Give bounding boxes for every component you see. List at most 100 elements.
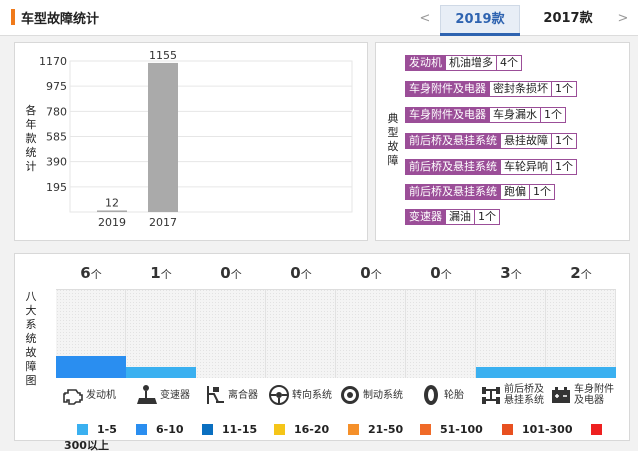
- legend-item: 51-100: [420, 423, 483, 436]
- fault-category: 车身附件及电器: [405, 107, 490, 123]
- fault-cell: [196, 289, 266, 378]
- fault-cell: [546, 289, 616, 378]
- brake-disc-icon: [339, 384, 361, 406]
- title-accent-bar: [11, 9, 15, 25]
- fault-issue: 机油增多: [446, 55, 497, 71]
- y-tick-label: 1170: [39, 55, 67, 68]
- system-column[interactable]: 1个: [126, 262, 196, 378]
- x-tick-label: 2019: [98, 216, 126, 229]
- chart-axis-label: 各年款统计: [25, 104, 37, 173]
- fault-item[interactable]: 车身附件及电器 车身漏水 1个: [405, 107, 566, 123]
- system-engine[interactable]: 发动机: [62, 381, 116, 409]
- system-label: 轮胎: [444, 389, 464, 401]
- legend-item: [591, 423, 602, 435]
- fault-category: 前后桥及悬挂系统: [405, 133, 501, 149]
- system-column[interactable]: 0个: [336, 262, 406, 378]
- grid-divider: [56, 289, 616, 290]
- legend-label: 101-300: [522, 422, 573, 436]
- steering-wheel-icon: [268, 384, 290, 406]
- system-column[interactable]: 2个: [546, 262, 616, 378]
- legend-label: 21-50: [368, 422, 404, 436]
- fault-count: 4个: [497, 55, 522, 71]
- legend-item: 6-10: [136, 423, 184, 436]
- legend-label: 300以上: [64, 439, 109, 451]
- fault-category: 前后桥及悬挂系统: [405, 184, 501, 200]
- legend-item: 21-50: [348, 422, 404, 436]
- next-year-button[interactable]: >: [617, 11, 629, 26]
- bar-value-label: 12: [105, 196, 119, 209]
- yearly-stats-panel: [14, 42, 368, 241]
- y-tick-label: 195: [46, 181, 67, 194]
- axle-icon: [480, 384, 502, 406]
- yearly-bar-chart: 195 390 585 780 975 1170 2019 2017 12 1155: [39, 49, 353, 229]
- fault-count: 0个: [220, 264, 242, 282]
- fault-issue: 悬挂故障: [501, 133, 552, 149]
- legend-item: 101-300: [502, 422, 573, 436]
- fault-count: 1个: [552, 133, 577, 149]
- legend-swatch: [136, 423, 147, 435]
- legend-swatch: [420, 423, 431, 435]
- y-tick-label: 585: [46, 131, 67, 144]
- system-faults-label: 八大系统故障图: [25, 290, 37, 387]
- engine-icon: [62, 384, 84, 406]
- fault-bar: [126, 367, 196, 378]
- system-transmission[interactable]: 变速器: [136, 381, 190, 409]
- y-tick-label: 780: [46, 105, 67, 118]
- legend-item: 16-20: [274, 422, 330, 436]
- system-label: 离合器: [228, 389, 258, 401]
- system-column[interactable]: 3个: [476, 262, 546, 378]
- y-tick-label: 975: [46, 80, 67, 93]
- fault-count: 0个: [430, 264, 452, 282]
- bar: [97, 210, 127, 212]
- fault-category: 车身附件及电器: [405, 81, 490, 97]
- fault-item[interactable]: 前后桥及悬挂系统 悬挂故障 1个: [405, 133, 577, 149]
- fault-issue: 密封条损坏: [490, 81, 552, 97]
- fault-bar: [56, 356, 126, 378]
- system-label: 车身附件及电器: [574, 384, 614, 406]
- y-tick-label: 390: [46, 156, 67, 169]
- fault-item[interactable]: 前后桥及悬挂系统 车轮异响 1个: [405, 159, 577, 175]
- system-column[interactable]: 0个: [266, 262, 336, 378]
- system-label: 发动机: [86, 389, 116, 401]
- tab-2019[interactable]: 2019款: [440, 5, 520, 36]
- typical-faults-label: 典型故障: [387, 112, 399, 167]
- legend-swatch: [77, 423, 88, 435]
- system-brake[interactable]: 制动系统: [339, 381, 403, 409]
- fault-count: 1个: [530, 184, 555, 200]
- fault-item[interactable]: 变速器 漏油 1个: [405, 209, 500, 225]
- system-label: 变速器: [160, 389, 190, 401]
- legend-label: 16-20: [294, 422, 330, 436]
- fault-bar: [546, 367, 616, 378]
- fault-bar: [476, 367, 546, 378]
- system-axle-suspension[interactable]: 前后桥及悬挂系统: [480, 381, 552, 409]
- prev-year-button[interactable]: <: [419, 11, 431, 26]
- tab-2017[interactable]: 2017款: [543, 11, 593, 26]
- fault-item[interactable]: 发动机 机油增多 4个: [405, 55, 522, 71]
- system-steering[interactable]: 转向系统: [268, 381, 332, 409]
- fault-cell: [336, 289, 406, 378]
- system-column[interactable]: 0个: [196, 262, 266, 378]
- legend-swatch: [348, 423, 359, 435]
- system-column[interactable]: 6个: [56, 262, 126, 378]
- fault-issue: 车轮异响: [501, 159, 552, 175]
- system-body-electrical[interactable]: 车身附件及电器: [550, 381, 622, 409]
- active-tab-underline: [440, 33, 520, 36]
- fault-category: 发动机: [405, 55, 446, 71]
- fault-count: 1个: [475, 209, 500, 225]
- x-tick-label: 2017: [149, 216, 177, 229]
- fault-item[interactable]: 前后桥及悬挂系统 跑偏 1个: [405, 184, 555, 200]
- fault-count: 1个: [552, 159, 577, 175]
- fault-cell: [126, 289, 196, 378]
- system-tire[interactable]: 轮胎: [420, 381, 464, 409]
- fault-count: 1个: [150, 264, 172, 282]
- legend-label: 1-5: [97, 422, 117, 436]
- system-column[interactable]: 0个: [406, 262, 476, 378]
- system-clutch[interactable]: 离合器: [204, 381, 258, 409]
- fault-item[interactable]: 车身附件及电器 密封条损坏 1个: [405, 81, 577, 97]
- fault-issue: 车身漏水: [490, 107, 541, 123]
- fault-issue: 漏油: [446, 209, 475, 225]
- header: 车型故障统计 < 2019款 2017款 >: [0, 0, 638, 36]
- system-label: 转向系统: [292, 389, 332, 401]
- legend-swatch: [274, 423, 285, 435]
